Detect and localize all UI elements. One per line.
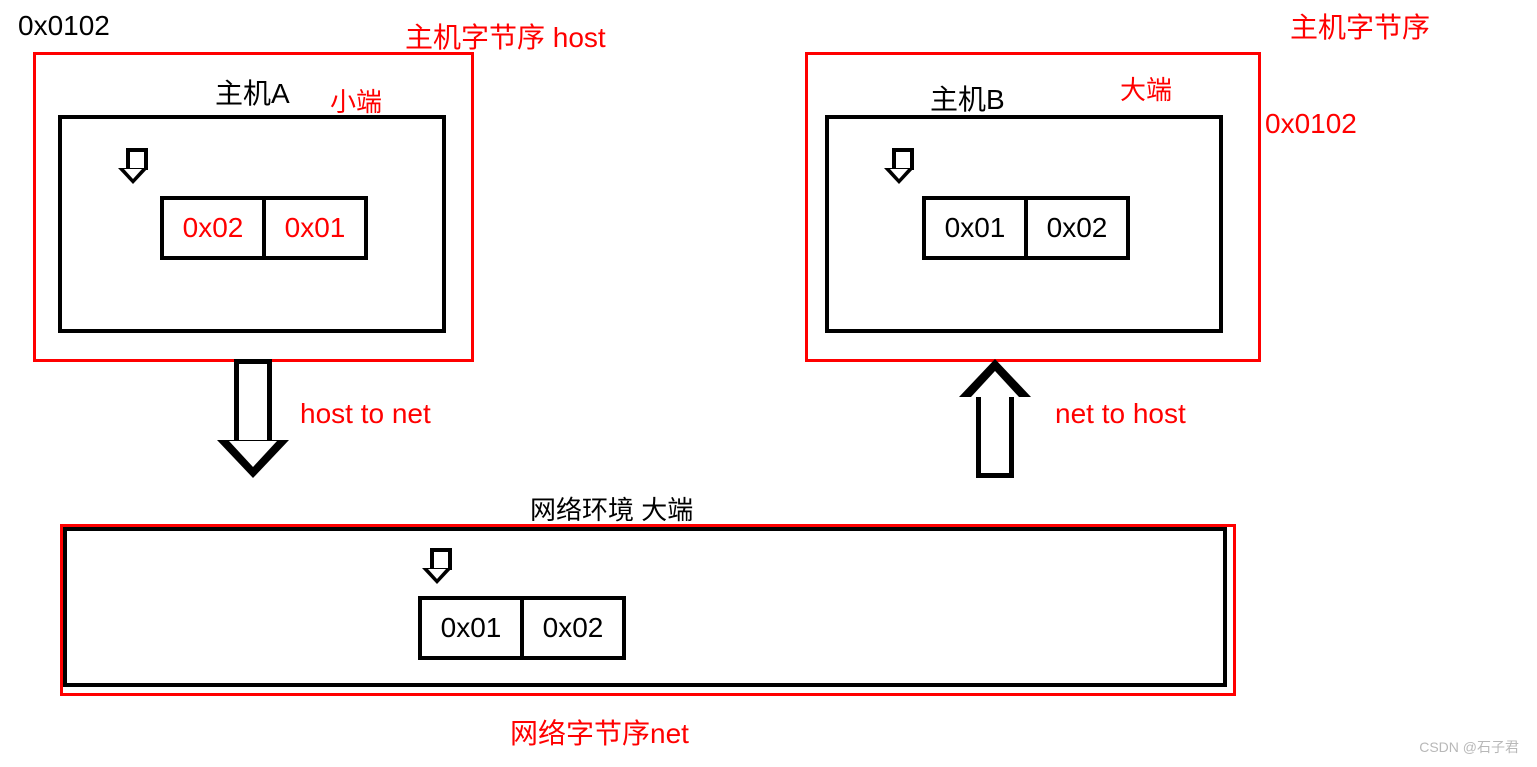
host-byte-order-label-left: 主机字节序 host	[405, 16, 606, 56]
watermark: CSDN @石子君	[1419, 737, 1519, 757]
host-b-extra-value: 0x0102	[1265, 108, 1357, 140]
arrow-net-to-host-label: net to host	[1055, 398, 1186, 430]
arrow-host-to-net-label: host to net	[300, 398, 431, 430]
network-byte-order-label: 网络字节序net	[510, 712, 689, 752]
host-b-endian: 大端	[1120, 70, 1172, 107]
arrow-net-to-host	[976, 359, 1031, 478]
network-title: 网络环境 大端	[530, 490, 693, 527]
network-byte-1: 0x02	[524, 596, 626, 660]
host-b-title: 主机B	[930, 78, 1005, 118]
arrow-host-to-net	[234, 359, 289, 478]
host-a-endian: 小端	[330, 82, 382, 119]
network-black-box	[63, 527, 1227, 687]
host-a-byte-0: 0x02	[160, 196, 266, 260]
host-byte-order-label-right: 主机字节序	[1290, 6, 1430, 46]
host-a-title: 主机A	[215, 72, 290, 112]
host-b-byte-0: 0x01	[922, 196, 1028, 260]
host-b-bytes: 0x01 0x02	[922, 196, 1130, 260]
host-a-byte-1: 0x01	[266, 196, 368, 260]
host-a-bytes: 0x02 0x01	[160, 196, 368, 260]
host-b-pointer-arrow	[892, 148, 914, 184]
network-pointer-arrow	[430, 548, 452, 584]
network-byte-0: 0x01	[418, 596, 524, 660]
network-bytes: 0x01 0x02	[418, 596, 626, 660]
host-a-pointer-arrow	[126, 148, 148, 184]
value-top-left: 0x0102	[18, 10, 110, 42]
host-b-byte-1: 0x02	[1028, 196, 1130, 260]
